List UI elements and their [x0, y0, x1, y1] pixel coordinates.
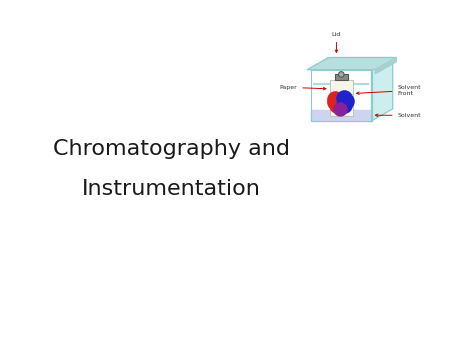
Text: Lid: Lid	[332, 32, 341, 52]
Bar	[330, 80, 353, 116]
Text: Paper: Paper	[279, 85, 326, 90]
Text: Chromatography and: Chromatography and	[53, 139, 290, 159]
Polygon shape	[375, 57, 396, 74]
Bar	[311, 70, 372, 121]
Polygon shape	[372, 57, 393, 121]
Bar	[335, 74, 347, 80]
Polygon shape	[311, 57, 393, 70]
Text: Solvent
Front: Solvent Front	[356, 85, 421, 96]
Circle shape	[338, 72, 344, 77]
Polygon shape	[311, 110, 372, 121]
Polygon shape	[307, 57, 396, 70]
Text: Instrumentation: Instrumentation	[82, 179, 261, 199]
Text: Solvent: Solvent	[375, 113, 421, 118]
